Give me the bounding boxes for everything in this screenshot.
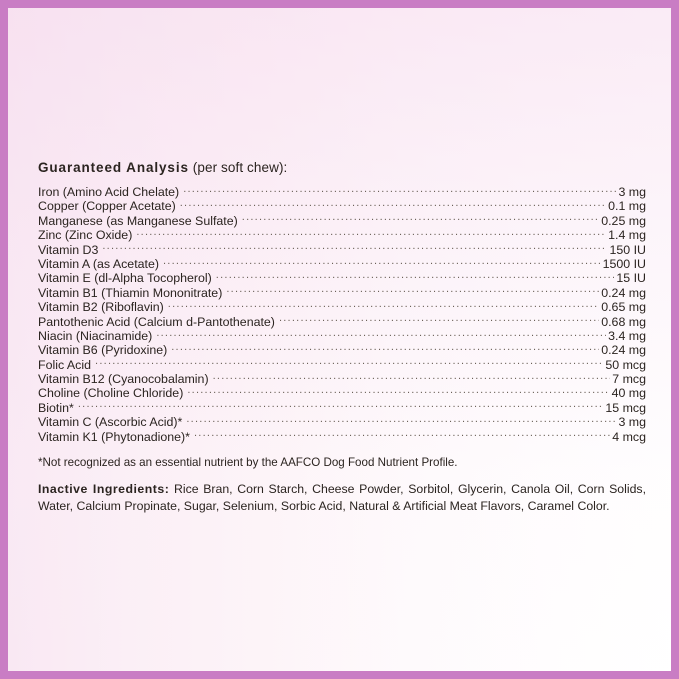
inactive-ingredients-line-1: Inactive Ingredients: Rice Bran, Corn St… [38, 481, 646, 498]
dot-leader [242, 213, 599, 225]
nutrient-row: Vitamin E (dl-Alpha Tocopherol) 15 IU [38, 270, 646, 286]
dot-leader [78, 400, 604, 412]
dot-leader [213, 371, 611, 383]
nutrient-name: Iron (Amino Acid Chelate) [38, 185, 180, 199]
dot-leader [226, 285, 599, 297]
nutrient-value: 3.4 mg [608, 328, 646, 343]
dot-leader [156, 328, 606, 340]
nutrient-row: Vitamin C (Ascorbic Acid)* 3 mg [38, 414, 646, 430]
nutrient-row: Vitamin B2 (Riboflavin) 0.65 mg [38, 299, 646, 315]
nutrient-name: Vitamin B12 (Cyanocobalamin) [38, 372, 209, 387]
nutrient-row: Niacin (Niacinamide) 3.4 mg [38, 328, 646, 343]
nutrient-value: 1500 IU [602, 256, 646, 271]
nutrient-row: Vitamin A (as Acetate) 1500 IU [38, 256, 646, 271]
guaranteed-analysis-subtitle: (per soft chew): [188, 160, 288, 175]
dot-leader [102, 242, 607, 254]
nutrient-name: Copper (Copper Acetate) [38, 199, 176, 214]
nutrient-value: 150 IU [609, 242, 646, 257]
nutrient-name: Vitamin B6 (Pyridoxine) [38, 343, 168, 358]
nutrient-value: 4 mcg [612, 429, 646, 444]
nutrient-name: Vitamin D3 [38, 242, 99, 257]
dot-leader [168, 299, 599, 311]
nutrient-name: Vitamin B1 (Thiamin Mononitrate) [38, 285, 223, 300]
nutrient-value: 0.24 mg [601, 343, 646, 358]
nutrient-value: 1.4 mg [608, 228, 646, 243]
dot-leader [279, 314, 599, 326]
dot-leader [194, 429, 610, 441]
label-content: Guaranteed Analysis (per soft chew): Iro… [38, 160, 646, 514]
nutrient-row: Vitamin D3 150 IU [38, 242, 646, 257]
nutrient-value: 0.1 mg [608, 199, 646, 214]
nutrient-value: 15 IU [616, 271, 646, 286]
nutrient-name: Vitamin K1 (Phytonadione)* [38, 429, 190, 444]
nutrient-value: 40 mg [611, 386, 646, 401]
dot-leader [180, 198, 606, 210]
dot-leader [95, 357, 603, 369]
dot-leader [136, 227, 606, 239]
guaranteed-analysis-heading: Guaranteed Analysis (per soft chew): [38, 160, 646, 175]
nutrient-name: Folic Acid [38, 357, 92, 372]
nutrient-row: Iron (Amino Acid Chelate) 3 mg [38, 184, 646, 199]
nutrient-row: Vitamin B1 (Thiamin Mononitrate) 0.24 mg [38, 285, 646, 300]
inactive-ingredients-text-1: Rice Bran, Corn Starch, Cheese Powder, S… [173, 482, 646, 497]
nutrient-value: 0.65 mg [601, 300, 646, 315]
inactive-ingredients-label: Inactive Ingredients: [38, 482, 170, 497]
dot-leader [216, 270, 615, 282]
nutrient-value: 7 mcg [612, 372, 646, 387]
nutrient-name: Biotin* [38, 400, 74, 415]
nutrient-name: Niacin (Niacinamide) [38, 328, 153, 343]
nutrient-name: Choline (Choline Chloride) [38, 386, 184, 401]
nutrient-name: Vitamin A (as Acetate) [38, 256, 159, 271]
nutrient-row: Choline (Choline Chloride) 40 mg [38, 385, 646, 401]
dot-leader [163, 256, 601, 268]
nutrient-row: Vitamin K1 (Phytonadione)* 4 mcg [38, 429, 646, 444]
nutrient-name: Manganese (as Manganese Sulfate) [38, 213, 238, 228]
nutrient-value: 3 mg [618, 415, 646, 430]
nutrient-name: Vitamin E (dl-Alpha Tocopherol) [38, 271, 212, 286]
nutrient-value: 0.68 mg [601, 314, 646, 329]
nutrient-row: Pantothenic Acid (Calcium d-Pantothenate… [38, 314, 646, 329]
nutrient-value: 15 mcg [605, 400, 646, 415]
dot-leader [186, 414, 616, 426]
nutrient-name: Zinc (Zinc Oxide) [38, 228, 133, 243]
nutrient-value: 0.24 mg [601, 285, 646, 300]
nutrient-row: Manganese (as Manganese Sulfate) 0.25 mg [38, 213, 646, 228]
guaranteed-analysis-title: Guaranteed Analysis [38, 160, 189, 175]
inactive-ingredients-line-2: Water, Calcium Propinate, Sugar, Seleniu… [38, 498, 610, 513]
nutrient-row: Zinc (Zinc Oxide) 1.4 mg [38, 227, 646, 243]
aafco-footnote: *Not recognized as an essential nutrient… [38, 456, 458, 470]
nutrient-name: Vitamin C (Ascorbic Acid)* [38, 415, 183, 430]
nutrient-name: Pantothenic Acid (Calcium d-Pantothenate… [38, 314, 275, 329]
nutrient-name: Vitamin B2 (Riboflavin) [38, 300, 164, 315]
nutrient-row: Vitamin B6 (Pyridoxine) 0.24 mg [38, 342, 646, 358]
dot-leader [171, 342, 599, 354]
inactive-ingredients-block: Inactive Ingredients: Rice Bran, Corn St… [38, 481, 646, 514]
nutrient-row: Folic Acid 50 mcg [38, 357, 646, 372]
nutrient-value: 0.25 mg [601, 213, 646, 228]
nutrient-row: Copper (Copper Acetate) 0.1 mg [38, 198, 646, 214]
nutrient-row: Biotin* 15 mcg [38, 400, 646, 415]
nutrient-value: 50 mcg [605, 357, 646, 372]
nutrient-row: Vitamin B12 (Cyanocobalamin) 7 mcg [38, 371, 646, 387]
dot-leader [183, 184, 616, 196]
nutrient-value: 3 mg [618, 185, 646, 199]
dot-leader [187, 385, 609, 397]
